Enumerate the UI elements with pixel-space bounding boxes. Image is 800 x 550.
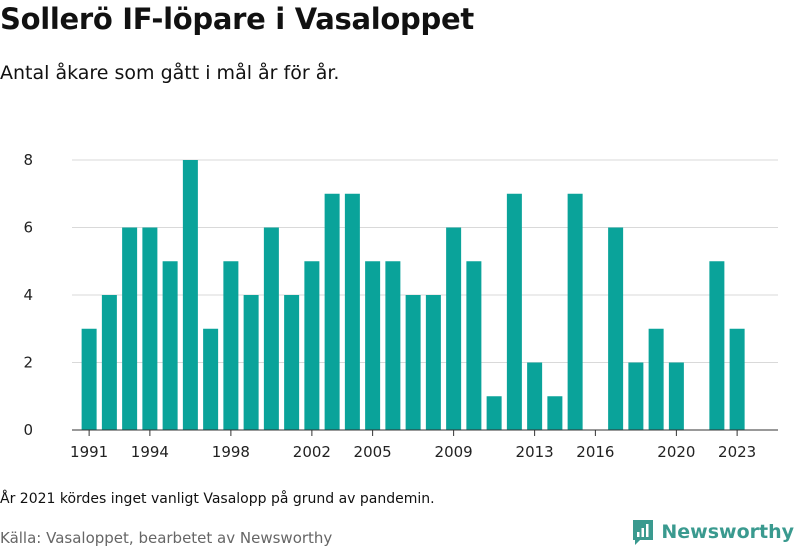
bar-2022	[709, 261, 725, 430]
bar-2023	[729, 328, 745, 430]
bar-2013	[527, 362, 543, 430]
bar-2009	[446, 227, 462, 430]
bar-2007	[405, 295, 421, 430]
bar-2004	[344, 193, 360, 430]
bar-1995	[162, 261, 178, 430]
x-tick-label: 2023	[718, 443, 756, 461]
source-text: Källa: Vasaloppet, bearbetet av Newswort…	[0, 529, 333, 547]
bar-2010	[466, 261, 482, 430]
bar-1998	[223, 261, 239, 430]
bar-1996	[182, 160, 198, 430]
x-tick-label: 2002	[293, 443, 331, 461]
x-tick-label: 1994	[131, 443, 169, 461]
x-tick-label: 2009	[435, 443, 473, 461]
bar-1993	[122, 227, 138, 430]
bar-2008	[425, 295, 441, 430]
x-tick-label: 2005	[354, 443, 392, 461]
bar-2015	[567, 193, 583, 430]
brand: Newsworthy	[631, 518, 794, 546]
bar-2003	[324, 193, 340, 430]
footnote: År 2021 kördes inget vanligt Vasalopp på…	[0, 491, 435, 507]
bar-1994	[142, 227, 158, 430]
newsworthy-logo-icon	[633, 520, 654, 545]
bar-1999	[243, 295, 259, 430]
x-tick-label: 2016	[576, 443, 614, 461]
bar-2017	[608, 227, 624, 430]
y-tick-label: 8	[23, 151, 33, 169]
bar-2006	[385, 261, 401, 430]
bar-2011	[486, 396, 502, 430]
x-tick-label: 2013	[516, 443, 554, 461]
x-tick-label: 1998	[212, 443, 250, 461]
bar-2018	[628, 362, 644, 430]
y-tick-label: 2	[23, 354, 33, 372]
brand-name: Newsworthy	[661, 521, 794, 543]
bar-2005	[365, 261, 381, 430]
bar-1992	[101, 295, 117, 430]
bar-1991	[81, 328, 97, 430]
bar-2002	[304, 261, 320, 430]
bar-2014	[547, 396, 563, 430]
chart-title: Sollerö IF-löpare i Vasaloppet	[0, 2, 474, 36]
x-tick-label: 2020	[657, 443, 695, 461]
bar-2000	[263, 227, 279, 430]
y-tick-label: 4	[23, 286, 33, 304]
bar-1997	[203, 328, 219, 430]
bar-2020	[668, 362, 684, 430]
y-tick-label: 6	[23, 219, 33, 237]
bar-2012	[506, 193, 522, 430]
bar-chart: 0 2 4 6 8 1991 1994 1998 2002 2005 2009 2013 2016 202…	[23, 151, 778, 461]
y-tick-label: 0	[23, 421, 33, 439]
x-tick-label: 1991	[70, 443, 108, 461]
chart-subtitle: Antal åkare som gått i mål år för år.	[0, 62, 340, 84]
bar-2001	[284, 295, 300, 430]
bar-2019	[648, 328, 664, 430]
